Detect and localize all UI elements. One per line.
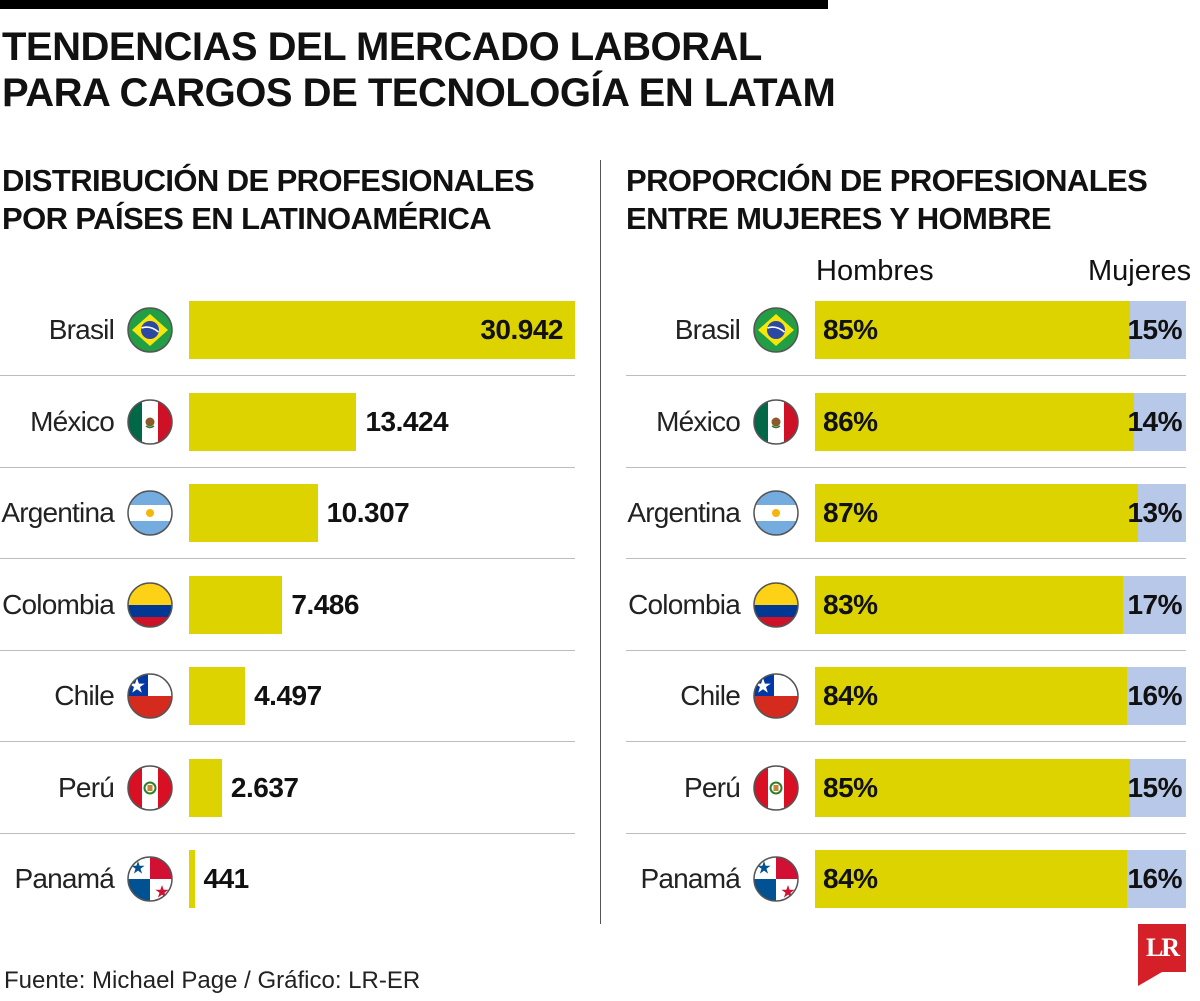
- right-chart-title-line-2: ENTRE MUJERES Y HOMBRE: [626, 201, 1052, 236]
- left-bar: [189, 850, 195, 908]
- brazil-flag-icon: [126, 306, 174, 354]
- hombres-bar: [815, 758, 1131, 817]
- mujeres-bar: [1137, 484, 1186, 542]
- row-separator: [626, 741, 1186, 742]
- right-country-label: Panamá: [640, 863, 741, 894]
- right-chart-title: PROPORCIÓN DE PROFESIONALES ENTRE MUJERE…: [626, 162, 1148, 238]
- row-separator: [0, 558, 575, 559]
- left-country-label: Brasil: [48, 314, 115, 345]
- row-separator: [0, 649, 575, 651]
- peru-flag-icon: [126, 764, 174, 812]
- right-country-label: Chile: [680, 680, 741, 711]
- left-bar: [189, 484, 318, 542]
- row-separator: [0, 375, 575, 376]
- mujeres-bar: [1126, 850, 1186, 908]
- left-country-label: Perú: [58, 771, 115, 803]
- mujeres-bar: [1134, 392, 1186, 451]
- left-country-label: Argentina: [1, 497, 114, 528]
- colombia-flag-icon: [752, 581, 800, 629]
- mujeres-pct-label: 16%: [1127, 680, 1182, 711]
- row-separator: [626, 832, 1186, 834]
- row-separator: [0, 741, 575, 742]
- right-country-label: México: [656, 405, 741, 437]
- page-title: TENDENCIAS DEL MERCADO LABORAL PARA CARG…: [2, 24, 902, 116]
- top-rule: [0, 0, 828, 9]
- left-bar: [189, 575, 283, 634]
- mujeres-bar: [1126, 667, 1186, 725]
- row-separator: [626, 375, 1186, 376]
- left-value-label: 30.942: [480, 314, 563, 345]
- right-country-label: Colombia: [628, 588, 741, 620]
- left-chart-title: DISTRIBUCIÓN DE PROFESIONALES POR PAÍSES…: [2, 162, 535, 238]
- right-country-label: Brasil: [674, 314, 741, 345]
- title-line-2: PARA CARGOS DE TECNOLOGÍA EN LATAM: [2, 71, 836, 115]
- left-country-label: Colombia: [2, 588, 115, 620]
- brazil-flag-icon: [752, 306, 800, 354]
- colombia-flag-icon: [126, 581, 174, 629]
- legend-mujeres: Mujeres: [1088, 255, 1192, 287]
- lr-logo: LR: [1138, 924, 1186, 986]
- left-bar: [189, 301, 575, 359]
- left-bar: [189, 758, 222, 817]
- hombres-pct-label: 84%: [823, 863, 878, 894]
- left-value-label: 13.424: [365, 405, 449, 437]
- hombres-bar: [815, 575, 1123, 634]
- mujeres-pct-label: 17%: [1127, 588, 1182, 620]
- panama-flag-icon: [126, 855, 174, 903]
- left-country-label: Chile: [54, 680, 115, 711]
- mexico-flag-icon: [126, 398, 174, 446]
- hombres-pct-label: 84%: [823, 680, 878, 711]
- left-value-label: 4.497: [254, 680, 322, 711]
- chile-flag-icon: [126, 672, 174, 720]
- mujeres-pct-label: 16%: [1127, 863, 1182, 894]
- mujeres-bar: [1122, 575, 1186, 634]
- mujeres-pct-label: 15%: [1127, 314, 1182, 345]
- left-country-label: México: [30, 405, 115, 437]
- legend-hombres: Hombres: [816, 255, 934, 287]
- left-value-label: 2.637: [230, 771, 299, 803]
- hombres-pct-label: 85%: [823, 771, 878, 803]
- mujeres-pct-label: 14%: [1127, 405, 1182, 437]
- column-divider: [600, 160, 601, 924]
- hombres-pct-label: 87%: [823, 497, 878, 528]
- hombres-bar: [815, 667, 1127, 725]
- row-separator: [0, 466, 575, 468]
- row-separator: [626, 649, 1186, 651]
- left-value-label: 441: [203, 863, 250, 894]
- argentina-flag-icon: [752, 489, 800, 537]
- source-note: Fuente: Michael Page / Gráfico: LR-ER: [4, 967, 421, 994]
- left-country-label: Panamá: [14, 863, 115, 894]
- right-country-label: Perú: [684, 771, 741, 803]
- left-bar: [189, 392, 357, 451]
- mujeres-pct-label: 15%: [1127, 771, 1182, 803]
- hombres-bar: [815, 301, 1131, 359]
- chile-flag-icon: [752, 672, 800, 720]
- hombres-pct-label: 83%: [823, 588, 878, 620]
- peru-flag-icon: [752, 764, 800, 812]
- panama-flag-icon: [752, 855, 800, 903]
- mujeres-bar: [1130, 301, 1186, 359]
- right-chart-title-line-1: PROPORCIÓN DE PROFESIONALES: [626, 163, 1148, 198]
- row-separator: [626, 466, 1186, 468]
- mexico-flag-icon: [752, 398, 800, 446]
- left-bar: [189, 667, 246, 725]
- mujeres-bar: [1130, 758, 1186, 817]
- left-value-label: 10.307: [326, 497, 410, 528]
- hombres-bar: [815, 850, 1127, 908]
- left-value-label: 7.486: [291, 588, 359, 620]
- row-separator: [626, 558, 1186, 559]
- left-chart-title-line-1: DISTRIBUCIÓN DE PROFESIONALES: [2, 163, 535, 198]
- hombres-bar: [815, 484, 1138, 542]
- row-separator: [0, 832, 575, 834]
- hombres-pct-label: 86%: [823, 405, 878, 437]
- hombres-pct-label: 85%: [823, 314, 878, 345]
- right-country-label: Argentina: [627, 497, 740, 528]
- argentina-flag-icon: [126, 489, 174, 537]
- left-chart-title-line-2: POR PAÍSES EN LATINOAMÉRICA: [2, 201, 492, 236]
- mujeres-pct-label: 13%: [1127, 497, 1182, 528]
- hombres-bar: [815, 392, 1135, 451]
- title-line-1: TENDENCIAS DEL MERCADO LABORAL: [2, 25, 762, 69]
